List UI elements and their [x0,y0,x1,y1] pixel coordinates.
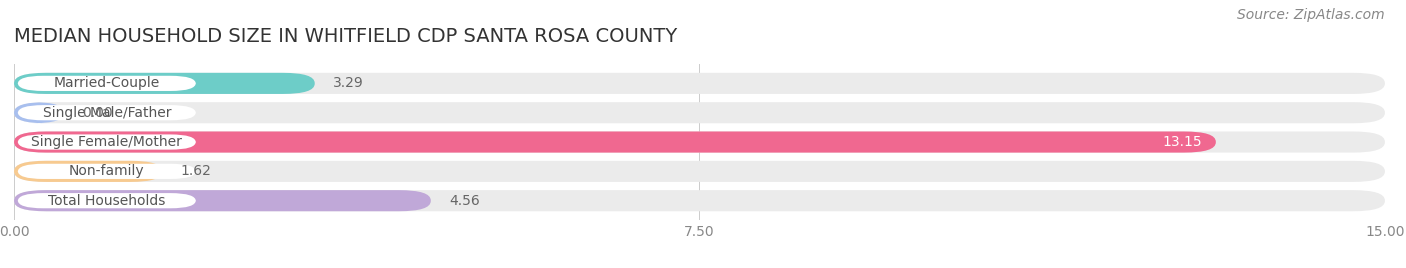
FancyBboxPatch shape [18,193,195,208]
Text: Single Male/Father: Single Male/Father [42,106,172,120]
Text: Total Households: Total Households [48,194,166,208]
FancyBboxPatch shape [14,102,65,123]
Text: Non-family: Non-family [69,164,145,178]
FancyBboxPatch shape [18,76,195,91]
Text: Married-Couple: Married-Couple [53,76,160,90]
Text: MEDIAN HOUSEHOLD SIZE IN WHITFIELD CDP SANTA ROSA COUNTY: MEDIAN HOUSEHOLD SIZE IN WHITFIELD CDP S… [14,27,678,46]
Text: 1.62: 1.62 [180,164,211,178]
FancyBboxPatch shape [14,190,1385,211]
Text: Source: ZipAtlas.com: Source: ZipAtlas.com [1237,8,1385,22]
FancyBboxPatch shape [14,161,1385,182]
FancyBboxPatch shape [14,161,162,182]
Text: 13.15: 13.15 [1163,135,1202,149]
FancyBboxPatch shape [18,164,195,179]
FancyBboxPatch shape [14,102,1385,123]
FancyBboxPatch shape [14,132,1385,152]
Text: 4.56: 4.56 [449,194,479,208]
Text: Single Female/Mother: Single Female/Mother [31,135,183,149]
FancyBboxPatch shape [18,135,195,150]
FancyBboxPatch shape [18,105,195,120]
FancyBboxPatch shape [14,132,1216,152]
FancyBboxPatch shape [14,73,315,94]
FancyBboxPatch shape [14,190,430,211]
Text: 3.29: 3.29 [333,76,364,90]
Text: 0.00: 0.00 [83,106,114,120]
FancyBboxPatch shape [14,73,1385,94]
